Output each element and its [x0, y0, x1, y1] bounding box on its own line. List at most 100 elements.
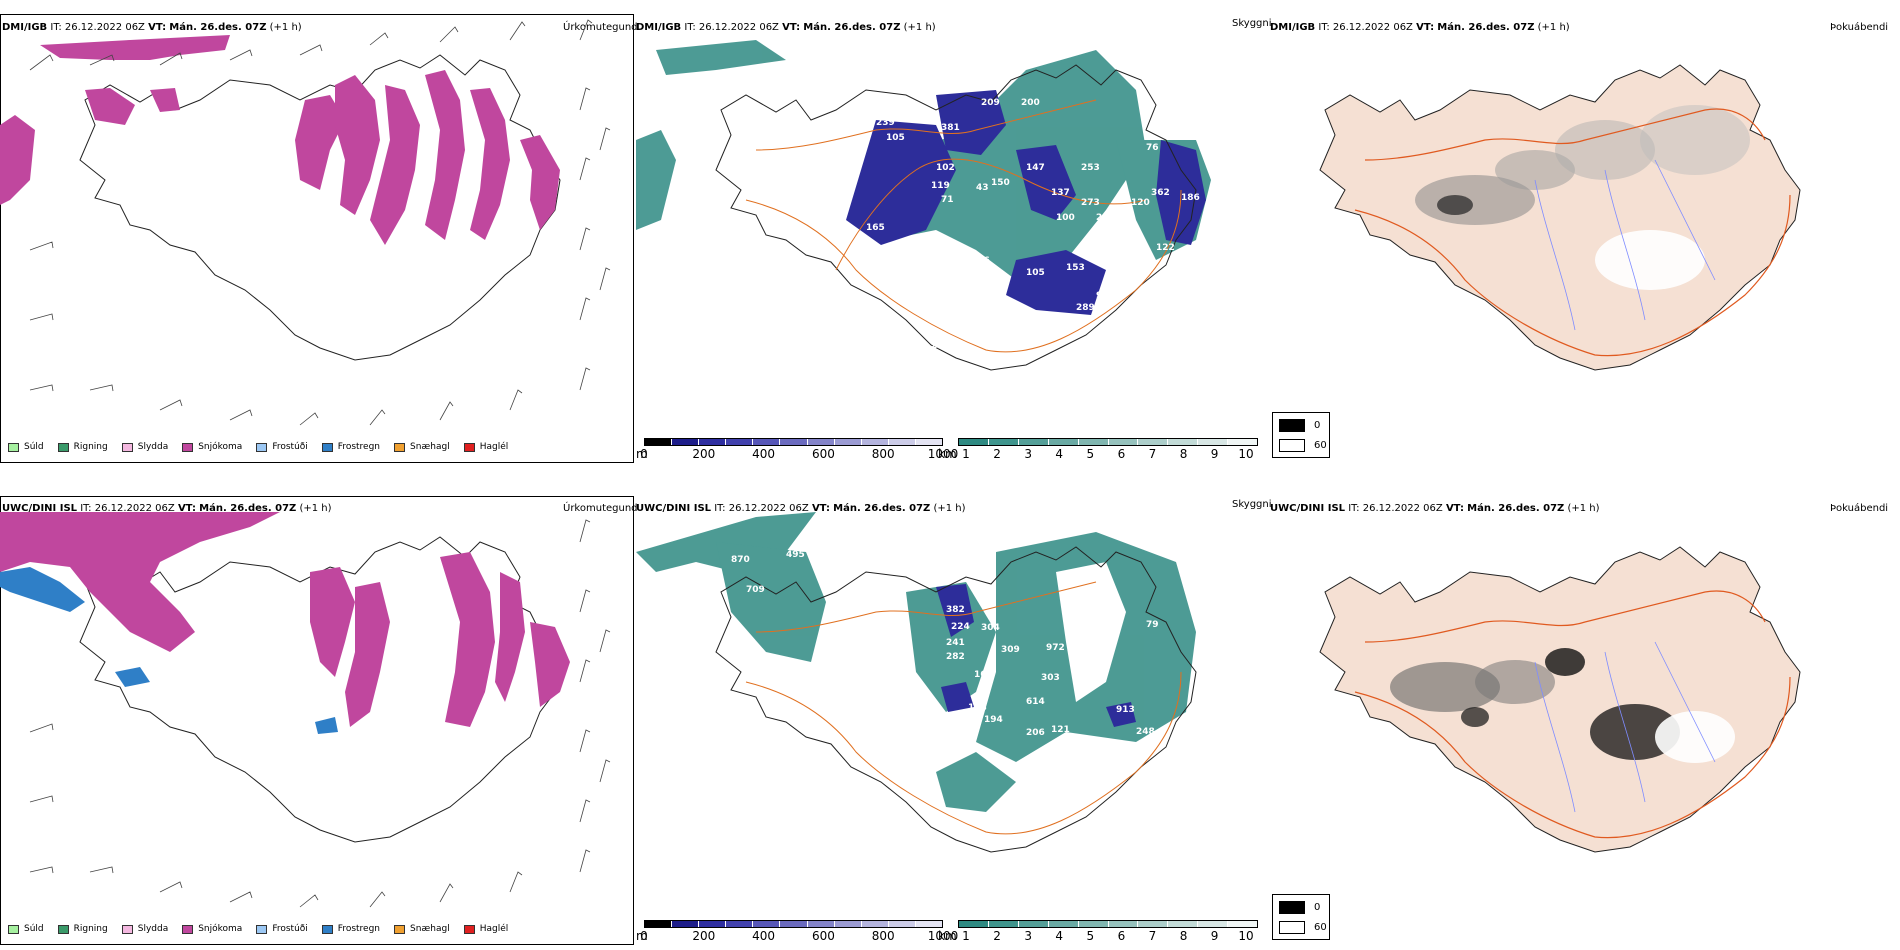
colorbar-cell	[915, 921, 943, 927]
ceiling-title: Skyggni	[1232, 499, 1272, 510]
colorbar-cell	[726, 921, 754, 927]
ceiling-value-label: 709	[746, 585, 765, 595]
coastline	[715, 64, 1197, 371]
ceiling-value-label: 105	[886, 133, 905, 143]
ceiling-value-label: 34	[946, 341, 959, 351]
legend-item: Snæhagl	[394, 442, 450, 452]
ceiling-value-label: 105	[1026, 268, 1045, 278]
legend-swatch	[256, 442, 268, 452]
ceiling-value-label: 253	[1081, 163, 1100, 173]
clear-area	[1056, 562, 1126, 702]
colorbar-cell	[1078, 439, 1109, 445]
colorbar-cell	[834, 439, 862, 445]
visibility-unit: km	[938, 447, 957, 461]
ceiling-value-label: 913	[1116, 705, 1135, 715]
colorbar-cell	[645, 439, 673, 445]
legend-item: Snjókoma	[182, 442, 242, 452]
colorbar-cell	[1108, 921, 1139, 927]
ceiling-value-label: 362	[1151, 188, 1170, 198]
fog-swatch	[1279, 439, 1305, 452]
ceiling-value-label: 147	[1026, 163, 1045, 173]
ceiling-value-label: 238	[941, 83, 960, 93]
colorbar-cell	[959, 439, 989, 445]
fog-legend: 0 60	[1272, 412, 1330, 458]
colorbar-cell	[1108, 439, 1139, 445]
visibility-colorbar: km 1 2 3 4 5 6 7 8 9 10	[938, 438, 1268, 462]
ceiling-value-label: 200	[1021, 98, 1040, 108]
legend-item: Slydda	[121, 442, 168, 452]
model-name: UWC/DINI ISL	[2, 503, 78, 514]
ceiling-value-label: 303	[1041, 673, 1060, 683]
ceiling-value-label: 130	[871, 245, 890, 255]
row2-precip-header: UWC/DINI ISL IT: 26.12.2022 06Z VT: Mán.…	[2, 503, 332, 514]
ceiling-colorbar: m 0 200 400 600 800 1000	[636, 920, 958, 944]
rivers	[1534, 159, 1716, 331]
legend-swatch	[182, 924, 194, 934]
fog-legend-item: 60	[1279, 921, 1327, 934]
legend-item: Frostúði	[256, 442, 308, 452]
colorbar-cell	[699, 439, 727, 445]
ceiling-value-label: 239	[876, 118, 895, 128]
ceiling-value-label: 215	[946, 378, 965, 388]
ceiling-value-label: 282	[946, 652, 965, 662]
colorbar-cell	[988, 921, 1019, 927]
ceiling-value-label: 289	[1076, 303, 1095, 313]
visibility-colorbar-cells	[958, 438, 1258, 446]
ceiling-values: 870 495 709 382 224 241 282 304 309 972 162 79 148 12…	[731, 550, 1159, 738]
legend-item: Haglél	[463, 924, 508, 934]
fog-title: Þokuábendi	[1830, 503, 1889, 514]
legend-swatch	[57, 442, 69, 452]
colorbar-cell	[1138, 921, 1169, 927]
legend-swatch	[256, 924, 268, 934]
precip-map	[0, 512, 611, 908]
row2-fog-header: UWC/DINI ISL IT: 26.12.2022 06Z VT: Mán.…	[1270, 503, 1600, 514]
precip-title: Úrkomutegund	[563, 503, 638, 514]
colorbar-cell	[699, 921, 727, 927]
fog-map	[1319, 64, 1801, 371]
ceiling-value-label: 209	[981, 98, 1000, 108]
fog-legend-item: 60	[1279, 439, 1327, 452]
ceiling-value-label: 119	[931, 181, 950, 191]
colorbar-cell	[726, 439, 754, 445]
legend-swatch	[57, 924, 69, 934]
ceiling-value-label: 122	[1156, 243, 1175, 253]
legend-item: Frostregn	[321, 442, 380, 452]
ceiling-value-label: 870	[731, 555, 750, 565]
ceiling-value-label: 224	[951, 622, 970, 632]
colorbar-cell	[1018, 439, 1049, 445]
legend-swatch	[121, 924, 133, 934]
legend-swatch	[394, 924, 406, 934]
legend-swatch	[121, 442, 133, 452]
ceiling-map: 870 495 709 382 224 241 282 304 309 972 162 79 148 12…	[636, 512, 1197, 853]
colorbar-cell	[780, 439, 808, 445]
ceiling-value-label: 97	[1096, 291, 1109, 301]
ceiling-value-label: 972	[1046, 643, 1065, 653]
snow-area	[0, 512, 570, 727]
ceiling-value-label: 382	[946, 605, 965, 615]
frost-rain-area	[0, 567, 338, 734]
colorbar-cell	[888, 921, 916, 927]
wind-barbs	[29, 19, 611, 426]
colorbar-cell	[959, 921, 989, 927]
colorbar-cell	[753, 439, 781, 445]
ceiling-value-label: 128	[968, 703, 987, 713]
colorbar-cell	[1228, 439, 1258, 445]
ceiling-value-label: 120	[1131, 198, 1150, 208]
ceiling-value-label: 100	[1056, 213, 1075, 223]
precip-map	[0, 19, 611, 426]
row1-precip-header: DMI/IGB IT: 26.12.2022 06Z VT: Mán. 26.d…	[2, 22, 302, 33]
fog-legend-item: 0	[1279, 419, 1320, 432]
ceiling-value-label: 162	[974, 670, 993, 680]
ceiling-value-label: 79	[1146, 620, 1159, 630]
coastline	[715, 546, 1197, 853]
fog-legend: 0 60	[1272, 894, 1330, 940]
colorbar-cell	[645, 921, 673, 927]
colorbar-cell	[888, 439, 916, 445]
road-network	[745, 99, 1182, 353]
colorbar-cell	[1048, 439, 1079, 445]
colorbar-cell	[834, 921, 862, 927]
ceiling-value-label: 186	[776, 113, 795, 123]
land-area	[1319, 546, 1801, 853]
ceiling-value-label: 124	[936, 248, 955, 258]
